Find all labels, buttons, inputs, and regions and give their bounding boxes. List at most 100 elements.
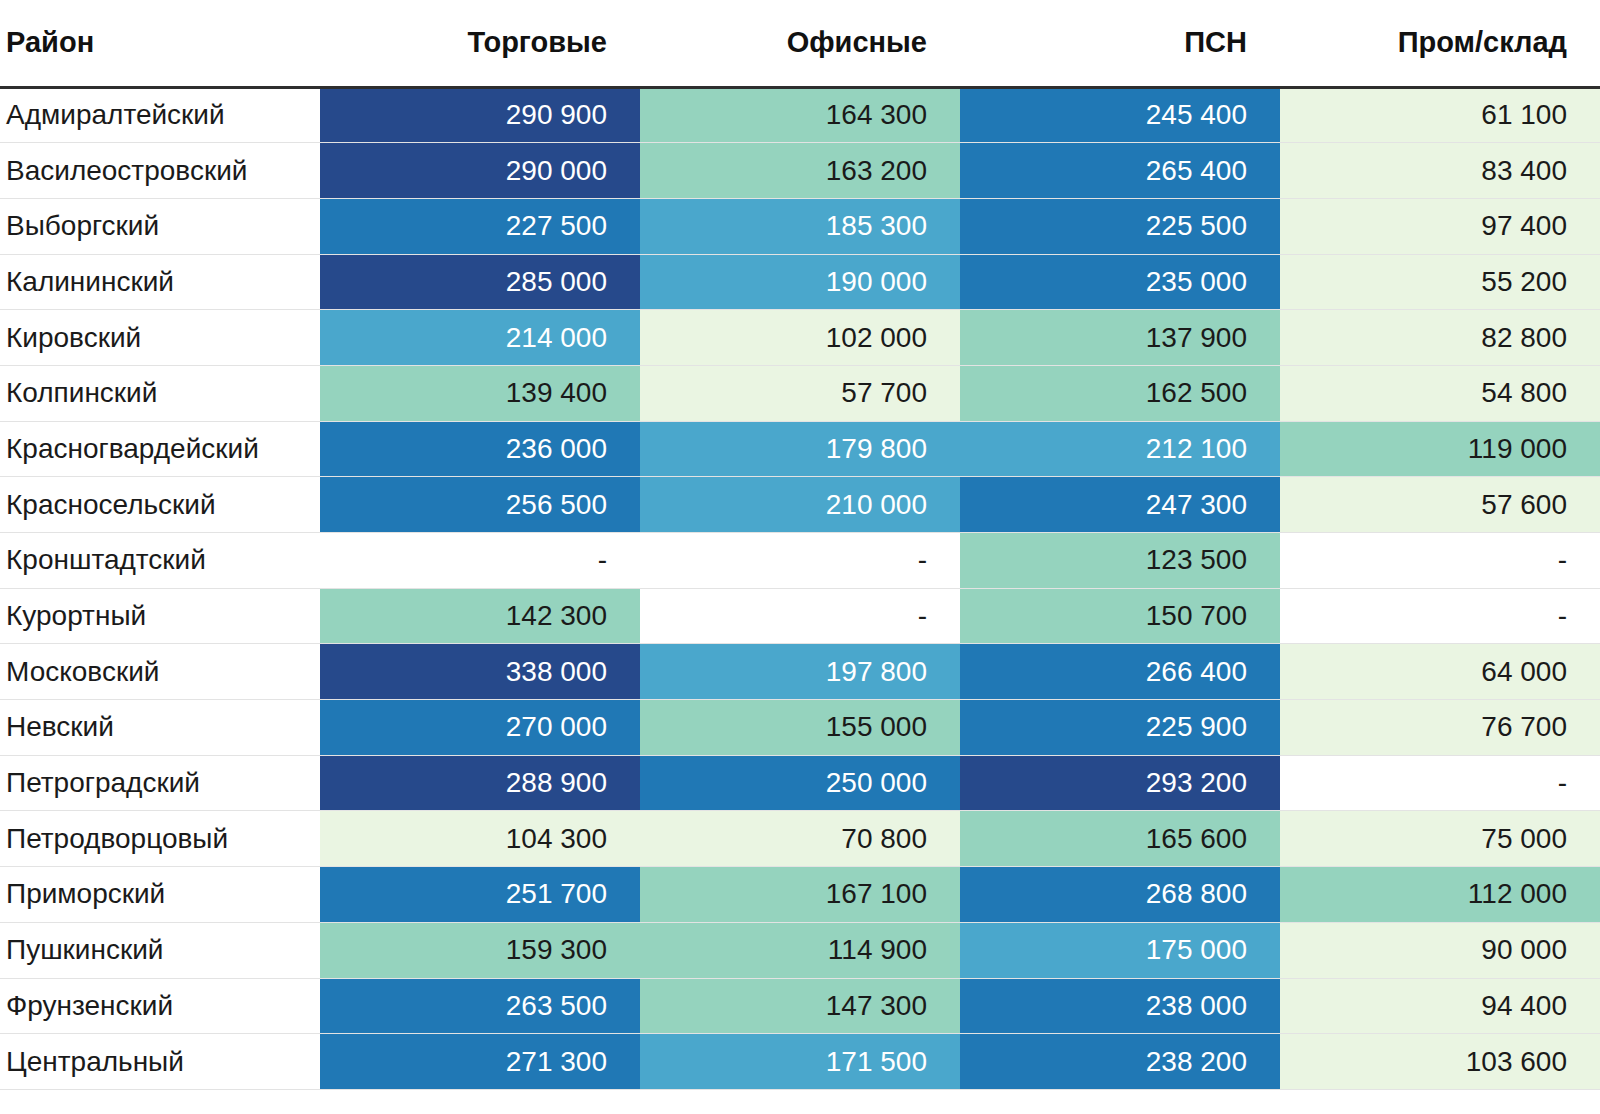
rate-value-cell: 97 400: [1280, 198, 1600, 254]
rate-value-cell: 119 000: [1280, 421, 1600, 477]
district-name-cell: Кронштадтский: [0, 533, 320, 589]
rate-value-cell: 147 300: [640, 978, 960, 1034]
rate-value-cell: 83 400: [1280, 143, 1600, 199]
rate-value-cell: 268 800: [960, 867, 1280, 923]
rate-value-cell: -: [1280, 588, 1600, 644]
district-name-cell: Василеостровский: [0, 143, 320, 199]
rate-value-cell: -: [640, 533, 960, 589]
rate-value-cell: 225 500: [960, 198, 1280, 254]
rate-value-cell: 265 400: [960, 143, 1280, 199]
rate-value-cell: 185 300: [640, 198, 960, 254]
table-row: Выборгский227 500185 300225 50097 400: [0, 198, 1600, 254]
table-row: Московский338 000197 800266 40064 000: [0, 644, 1600, 700]
district-name-cell: Выборгский: [0, 198, 320, 254]
column-header-retail: Торговые: [320, 0, 640, 87]
rate-value-cell: 197 800: [640, 644, 960, 700]
rate-value-cell: 104 300: [320, 811, 640, 867]
district-name-cell: Курортный: [0, 588, 320, 644]
table-row: Курортный142 300-150 700-: [0, 588, 1600, 644]
rate-value-cell: 238 200: [960, 1034, 1280, 1090]
rate-value-cell: 290 000: [320, 143, 640, 199]
district-name-cell: Кировский: [0, 310, 320, 366]
table-row: Невский270 000155 000225 90076 700: [0, 700, 1600, 756]
district-name-cell: Петроградский: [0, 755, 320, 811]
rate-value-cell: 175 000: [960, 922, 1280, 978]
rate-value-cell: 150 700: [960, 588, 1280, 644]
rate-value-cell: 70 800: [640, 811, 960, 867]
rate-value-cell: 167 100: [640, 867, 960, 923]
rate-value-cell: 165 600: [960, 811, 1280, 867]
rate-value-cell: 57 600: [1280, 477, 1600, 533]
district-name-cell: Красносельский: [0, 477, 320, 533]
rate-value-cell: 57 700: [640, 365, 960, 421]
table-row: Калининский285 000190 000235 00055 200: [0, 254, 1600, 310]
rate-value-cell: 288 900: [320, 755, 640, 811]
district-name-cell: Адмиралтейский: [0, 87, 320, 143]
column-header-psn: ПСН: [960, 0, 1280, 87]
rate-value-cell: 55 200: [1280, 254, 1600, 310]
rate-value-cell: 162 500: [960, 365, 1280, 421]
rate-value-cell: 179 800: [640, 421, 960, 477]
table-header: Район Торговые Офисные ПСН Пром/склад: [0, 0, 1600, 87]
rate-value-cell: 250 000: [640, 755, 960, 811]
district-rates-heatmap-table: Район Торговые Офисные ПСН Пром/склад Ад…: [0, 0, 1600, 1090]
district-name-cell: Петродворцовый: [0, 811, 320, 867]
table-row: Колпинский139 40057 700162 50054 800: [0, 365, 1600, 421]
district-name-cell: Московский: [0, 644, 320, 700]
table-row: Кронштадтский--123 500-: [0, 533, 1600, 589]
rate-value-cell: 54 800: [1280, 365, 1600, 421]
rate-value-cell: 102 000: [640, 310, 960, 366]
rate-value-cell: 338 000: [320, 644, 640, 700]
rate-value-cell: 238 000: [960, 978, 1280, 1034]
rate-value-cell: 227 500: [320, 198, 640, 254]
rate-value-cell: 293 200: [960, 755, 1280, 811]
rate-value-cell: 114 900: [640, 922, 960, 978]
rate-value-cell: -: [640, 588, 960, 644]
rate-value-cell: 76 700: [1280, 700, 1600, 756]
district-name-cell: Колпинский: [0, 365, 320, 421]
rate-value-cell: 103 600: [1280, 1034, 1600, 1090]
rate-value-cell: 82 800: [1280, 310, 1600, 366]
rate-value-cell: 251 700: [320, 867, 640, 923]
rate-value-cell: 139 400: [320, 365, 640, 421]
rate-value-cell: 235 000: [960, 254, 1280, 310]
rate-value-cell: 163 200: [640, 143, 960, 199]
column-header-office: Офисные: [640, 0, 960, 87]
rate-value-cell: -: [1280, 755, 1600, 811]
rate-value-cell: 112 000: [1280, 867, 1600, 923]
rate-value-cell: 236 000: [320, 421, 640, 477]
rate-value-cell: 171 500: [640, 1034, 960, 1090]
column-header-district: Район: [0, 0, 320, 87]
rate-value-cell: 247 300: [960, 477, 1280, 533]
rate-value-cell: 164 300: [640, 87, 960, 143]
district-name-cell: Центральный: [0, 1034, 320, 1090]
rate-value-cell: -: [1280, 533, 1600, 589]
rate-value-cell: 225 900: [960, 700, 1280, 756]
table-row: Кировский214 000102 000137 90082 800: [0, 310, 1600, 366]
rate-value-cell: 270 000: [320, 700, 640, 756]
rate-value-cell: 190 000: [640, 254, 960, 310]
table-body: Адмиралтейский290 900164 300245 40061 10…: [0, 87, 1600, 1089]
district-name-cell: Фрунзенский: [0, 978, 320, 1034]
rate-value-cell: 61 100: [1280, 87, 1600, 143]
rate-value-cell: 123 500: [960, 533, 1280, 589]
table-row: Приморский251 700167 100268 800112 000: [0, 867, 1600, 923]
rate-value-cell: 285 000: [320, 254, 640, 310]
table-row: Центральный271 300171 500238 200103 600: [0, 1034, 1600, 1090]
table-row: Петродворцовый104 30070 800165 60075 000: [0, 811, 1600, 867]
rate-value-cell: 245 400: [960, 87, 1280, 143]
rate-value-cell: 75 000: [1280, 811, 1600, 867]
rate-value-cell: 271 300: [320, 1034, 640, 1090]
rate-value-cell: 137 900: [960, 310, 1280, 366]
rate-value-cell: 210 000: [640, 477, 960, 533]
rate-value-cell: 266 400: [960, 644, 1280, 700]
table-row: Красносельский256 500210 000247 30057 60…: [0, 477, 1600, 533]
rate-value-cell: 155 000: [640, 700, 960, 756]
district-name-cell: Невский: [0, 700, 320, 756]
district-name-cell: Красногвардейский: [0, 421, 320, 477]
table-row: Петроградский288 900250 000293 200-: [0, 755, 1600, 811]
rate-value-cell: 290 900: [320, 87, 640, 143]
table-row: Пушкинский159 300114 900175 00090 000: [0, 922, 1600, 978]
table-row: Фрунзенский263 500147 300238 00094 400: [0, 978, 1600, 1034]
rate-value-cell: -: [320, 533, 640, 589]
